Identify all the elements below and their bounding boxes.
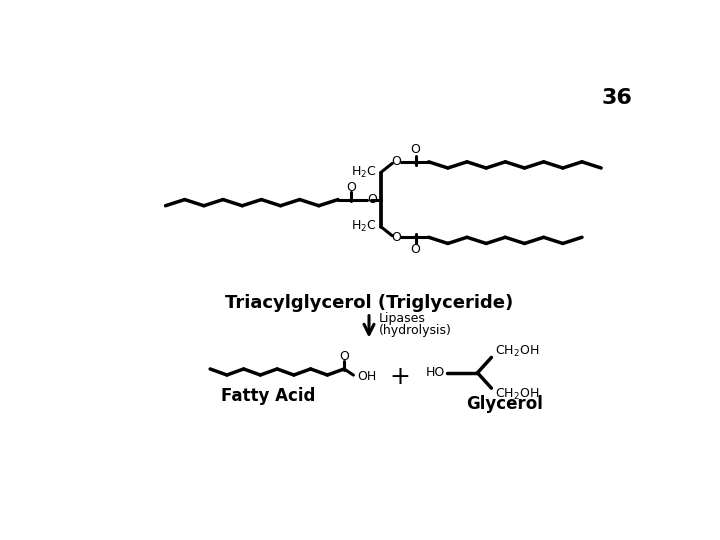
Text: Fatty Acid: Fatty Acid (221, 387, 315, 405)
Text: H$_2$C: H$_2$C (351, 219, 377, 234)
Text: O: O (410, 243, 420, 256)
Text: Triacylglycerol (Triglyceride): Triacylglycerol (Triglyceride) (225, 294, 513, 313)
Text: O: O (410, 143, 420, 156)
Text: CH$_2$OH: CH$_2$OH (495, 343, 539, 359)
Text: HO: HO (426, 366, 445, 379)
Text: CH$_2$OH: CH$_2$OH (495, 387, 539, 402)
Text: +: + (390, 364, 410, 389)
Text: O: O (346, 181, 356, 194)
Text: O: O (339, 350, 349, 363)
Text: (hydrolysis): (hydrolysis) (379, 324, 452, 337)
Text: Lipases: Lipases (379, 313, 426, 326)
Text: O: O (367, 193, 377, 206)
Text: OH: OH (357, 370, 377, 383)
Text: H$_2$C: H$_2$C (351, 165, 377, 180)
Text: O: O (391, 231, 401, 244)
Text: 36: 36 (602, 88, 632, 108)
Text: O: O (391, 156, 401, 168)
Text: Glycerol: Glycerol (466, 395, 543, 413)
